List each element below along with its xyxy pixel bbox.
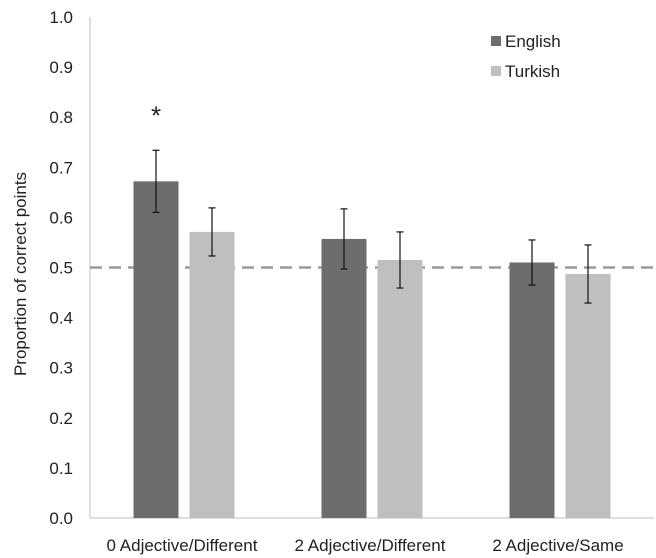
legend-swatch-turkish [491,66,501,76]
y-tick-label: 0.0 [49,509,73,528]
y-tick-label: 0.1 [49,459,73,478]
significance-asterisk: * [151,100,161,130]
y-tick-label: 0.2 [49,409,73,428]
y-tick-label: 0.5 [49,259,73,278]
x-category-label: 2 Adjective/Same [492,536,623,555]
y-tick-label: 0.6 [49,208,73,227]
legend-label-turkish: Turkish [505,62,560,81]
bar-turkish-2 [377,259,423,518]
x-category-label: 2 Adjective/Different [295,536,446,555]
y-tick-label: 1.0 [49,8,73,27]
y-axis-label: Proportion of correct points [11,172,30,376]
y-tick-label: 0.3 [49,359,73,378]
y-tick-label: 0.8 [49,108,73,127]
x-category-label: 0 Adjective/Different [107,536,258,555]
bar-english-2 [321,238,367,518]
bar-english-1 [133,181,179,518]
bar-english-3 [509,262,555,518]
bar-turkish-3 [565,274,611,518]
legend-swatch-english [491,36,501,46]
y-tick-label: 0.4 [49,309,73,328]
y-tick-label: 0.7 [49,158,73,177]
legend-label-english: English [505,32,561,51]
bar-turkish-1 [189,231,235,518]
y-tick-label: 0.9 [49,58,73,77]
